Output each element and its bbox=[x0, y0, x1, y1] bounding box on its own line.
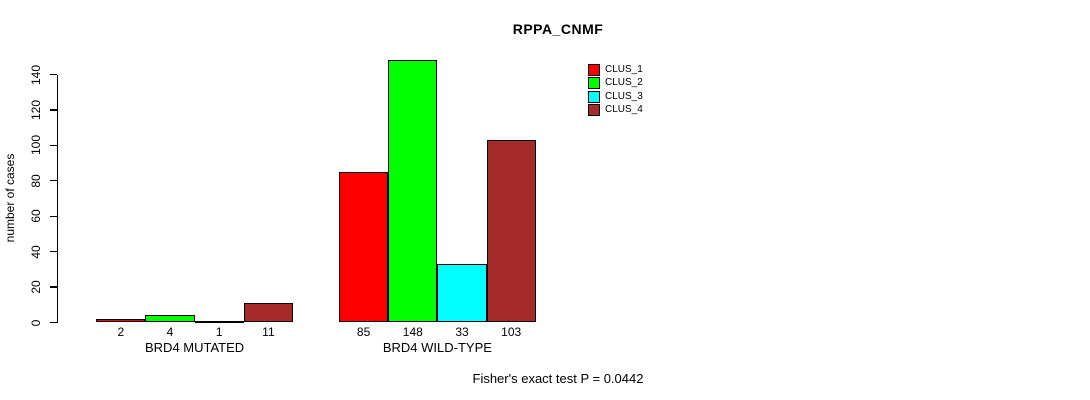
y-tick-label: 0 bbox=[28, 319, 43, 326]
bar-clus_1-wild-type bbox=[339, 171, 389, 323]
y-tick-mark bbox=[50, 109, 57, 111]
bar-value-label: 4 bbox=[166, 325, 174, 339]
y-tick-label: 140 bbox=[28, 64, 43, 85]
y-tick-mark bbox=[50, 286, 57, 288]
x-group-label: BRD4 MUTATED bbox=[144, 340, 245, 355]
legend-item: CLUS_4 bbox=[588, 104, 643, 117]
legend-label: CLUS_1 bbox=[605, 64, 643, 75]
bar-value-label: 103 bbox=[501, 325, 522, 339]
legend-item: CLUS_3 bbox=[588, 90, 643, 103]
bar-value-label: 85 bbox=[356, 325, 371, 339]
y-axis-line bbox=[56, 74, 58, 323]
legend-item: CLUS_1 bbox=[588, 64, 643, 76]
y-tick-label: 40 bbox=[28, 244, 43, 259]
y-tick-label: 60 bbox=[28, 209, 43, 223]
legend-swatch-icon bbox=[588, 64, 600, 76]
legend-swatch-icon bbox=[588, 90, 600, 103]
legend-label: CLUS_3 bbox=[605, 90, 643, 102]
y-tick-mark bbox=[50, 144, 57, 146]
legend-item: CLUS_2 bbox=[588, 77, 643, 90]
bar-clus_2-mutated bbox=[145, 315, 195, 323]
bar-value-label: 148 bbox=[402, 325, 423, 339]
legend-label: CLUS_2 bbox=[605, 77, 643, 89]
legend-swatch-icon bbox=[588, 77, 600, 90]
bar-value-label: 33 bbox=[455, 325, 469, 339]
y-tick-label: 80 bbox=[28, 174, 43, 188]
bar-value-label: 11 bbox=[262, 325, 275, 339]
y-tick-mark bbox=[50, 215, 57, 217]
y-tick-mark bbox=[50, 73, 57, 76]
bar-clus_4-wild-type bbox=[486, 140, 536, 323]
y-axis-label: number of cases bbox=[3, 153, 17, 243]
y-tick-mark bbox=[50, 251, 57, 253]
legend: CLUS_1 CLUS_2 CLUS_3 CLUS_4 bbox=[588, 64, 643, 118]
bar-value-label: 1 bbox=[215, 325, 223, 339]
legend-swatch-icon bbox=[588, 104, 600, 117]
chart-title: RPPA_CNMF bbox=[512, 21, 604, 37]
bar-clus_2-wild-type bbox=[388, 60, 438, 323]
x-group-label: BRD4 WILD-TYPE bbox=[382, 340, 492, 355]
bar-clus_3-wild-type bbox=[437, 264, 487, 323]
bar-clus_1-mutated bbox=[96, 318, 146, 323]
legend-label: CLUS_4 bbox=[605, 104, 643, 116]
annotation-text: Fisher's exact test P = 0.0442 bbox=[472, 371, 644, 386]
y-tick-label: 20 bbox=[28, 280, 43, 294]
bar-value-label: 2 bbox=[117, 325, 125, 339]
y-tick-label: 120 bbox=[28, 99, 43, 120]
bar-clus_4-mutated bbox=[243, 303, 293, 323]
y-tick-label: 100 bbox=[28, 135, 43, 156]
y-tick-mark bbox=[50, 321, 57, 324]
y-tick-mark bbox=[50, 180, 57, 182]
bar-clus_3-mutated bbox=[194, 320, 244, 323]
